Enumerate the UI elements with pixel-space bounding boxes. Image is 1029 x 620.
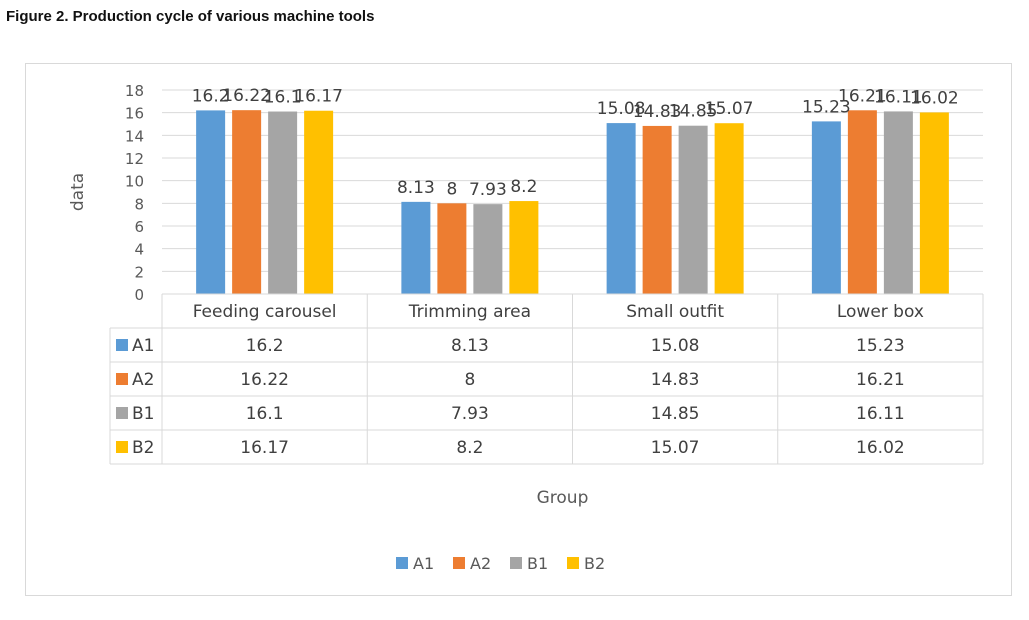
data-label: 8.13 [397, 178, 435, 198]
data-label: 16.11 [874, 87, 923, 107]
legend-label: B1 [527, 554, 548, 573]
table-cell: 16.2 [246, 336, 284, 356]
bar [919, 112, 949, 294]
y-tick-label: 2 [134, 263, 144, 281]
table-series-name: B2 [132, 438, 154, 458]
data-label: 14.85 [669, 102, 718, 122]
bar [811, 121, 841, 294]
data-label: 15.23 [802, 97, 851, 117]
bar [401, 201, 431, 294]
data-label: 16.21 [838, 86, 887, 106]
bar [714, 123, 744, 294]
category-label: Trimming area [408, 302, 531, 322]
bar [232, 110, 262, 294]
data-label: 8 [446, 179, 457, 199]
y-tick-label: 12 [125, 150, 144, 168]
data-label: 7.93 [469, 180, 507, 200]
data-label: 16.22 [222, 86, 271, 106]
table-series-name: A1 [132, 336, 154, 356]
legend-swatch [396, 557, 408, 569]
table-cell: 16.17 [240, 438, 289, 458]
table-cell: 14.83 [651, 370, 700, 390]
bar [268, 111, 298, 295]
legend-swatch [567, 557, 579, 569]
bar [883, 111, 913, 294]
table-cell: 16.21 [856, 370, 905, 390]
chart-frame [25, 63, 1012, 596]
bars [196, 110, 949, 295]
table-cell: 16.02 [856, 438, 905, 458]
table-cell: 15.23 [856, 336, 905, 356]
bar [678, 125, 708, 294]
data-label: 16.02 [910, 88, 959, 108]
legend-label: B2 [584, 554, 605, 573]
gridlines [162, 89, 983, 295]
category-label: Small outfit [626, 302, 724, 322]
legend-swatch [510, 557, 522, 569]
table-series-name: A2 [132, 370, 154, 390]
data-label: 16.2 [192, 86, 230, 106]
data-label: 15.08 [597, 99, 646, 119]
y-axis-ticks: 0 2 4 6 8 10 12 14 16 18 [125, 82, 144, 304]
table-cell: 7.93 [451, 404, 489, 424]
table-cell: 14.85 [651, 404, 700, 424]
bar [304, 110, 334, 295]
legend-swatch [453, 557, 465, 569]
table-cell: 8.2 [456, 438, 483, 458]
table-cell: 16.22 [240, 370, 289, 390]
table-cell: 16.11 [856, 404, 905, 424]
y-tick-label: 10 [125, 173, 144, 191]
data-label: 16.17 [294, 87, 343, 107]
table-cell: 8 [464, 370, 475, 390]
table-legend-key [116, 407, 128, 419]
y-tick-label: 6 [134, 218, 144, 236]
bar [642, 125, 672, 294]
category-label: Lower box [837, 302, 924, 322]
legend: A1 A2 B1 B2 [396, 554, 605, 573]
y-tick-label: 16 [125, 105, 144, 123]
bar [437, 203, 467, 294]
figure-title: Figure 2. Production cycle of various ma… [6, 8, 375, 25]
bar [509, 201, 539, 294]
y-tick-label: 8 [134, 195, 144, 213]
data-label: 15.07 [705, 99, 754, 119]
category-label: Feeding carousel [193, 302, 337, 322]
table-legend-key [116, 373, 128, 385]
y-axis-title: data [68, 173, 88, 211]
y-tick-label: 4 [134, 241, 144, 259]
data-table: Feeding carousel Trimming area Small outfi… [109, 293, 984, 465]
data-label: 8.2 [510, 177, 537, 197]
data-label: 14.83 [633, 102, 682, 122]
table-cell: 16.1 [246, 404, 284, 424]
x-axis-title: Group [537, 488, 589, 508]
data-label: 16.1 [264, 88, 302, 108]
table-cell: 15.07 [651, 438, 700, 458]
bar [847, 110, 877, 294]
table-cell: 8.13 [451, 336, 489, 356]
table-series-name: B1 [132, 404, 154, 424]
y-tick-label: 14 [125, 127, 144, 145]
bar [196, 110, 226, 295]
table-legend-key [116, 339, 128, 351]
bar [606, 123, 636, 295]
legend-label: A1 [413, 554, 434, 573]
y-tick-label: 18 [125, 82, 144, 100]
data-labels: 16.2 8.13 15.08 15.23 16.22 8 14.83 16.21 16.1 7.… [192, 86, 959, 200]
y-tick-label: 0 [134, 286, 144, 304]
bar [473, 204, 503, 294]
table-cell: 15.08 [651, 336, 700, 356]
table-legend-key [116, 441, 128, 453]
legend-label: A2 [470, 554, 491, 573]
